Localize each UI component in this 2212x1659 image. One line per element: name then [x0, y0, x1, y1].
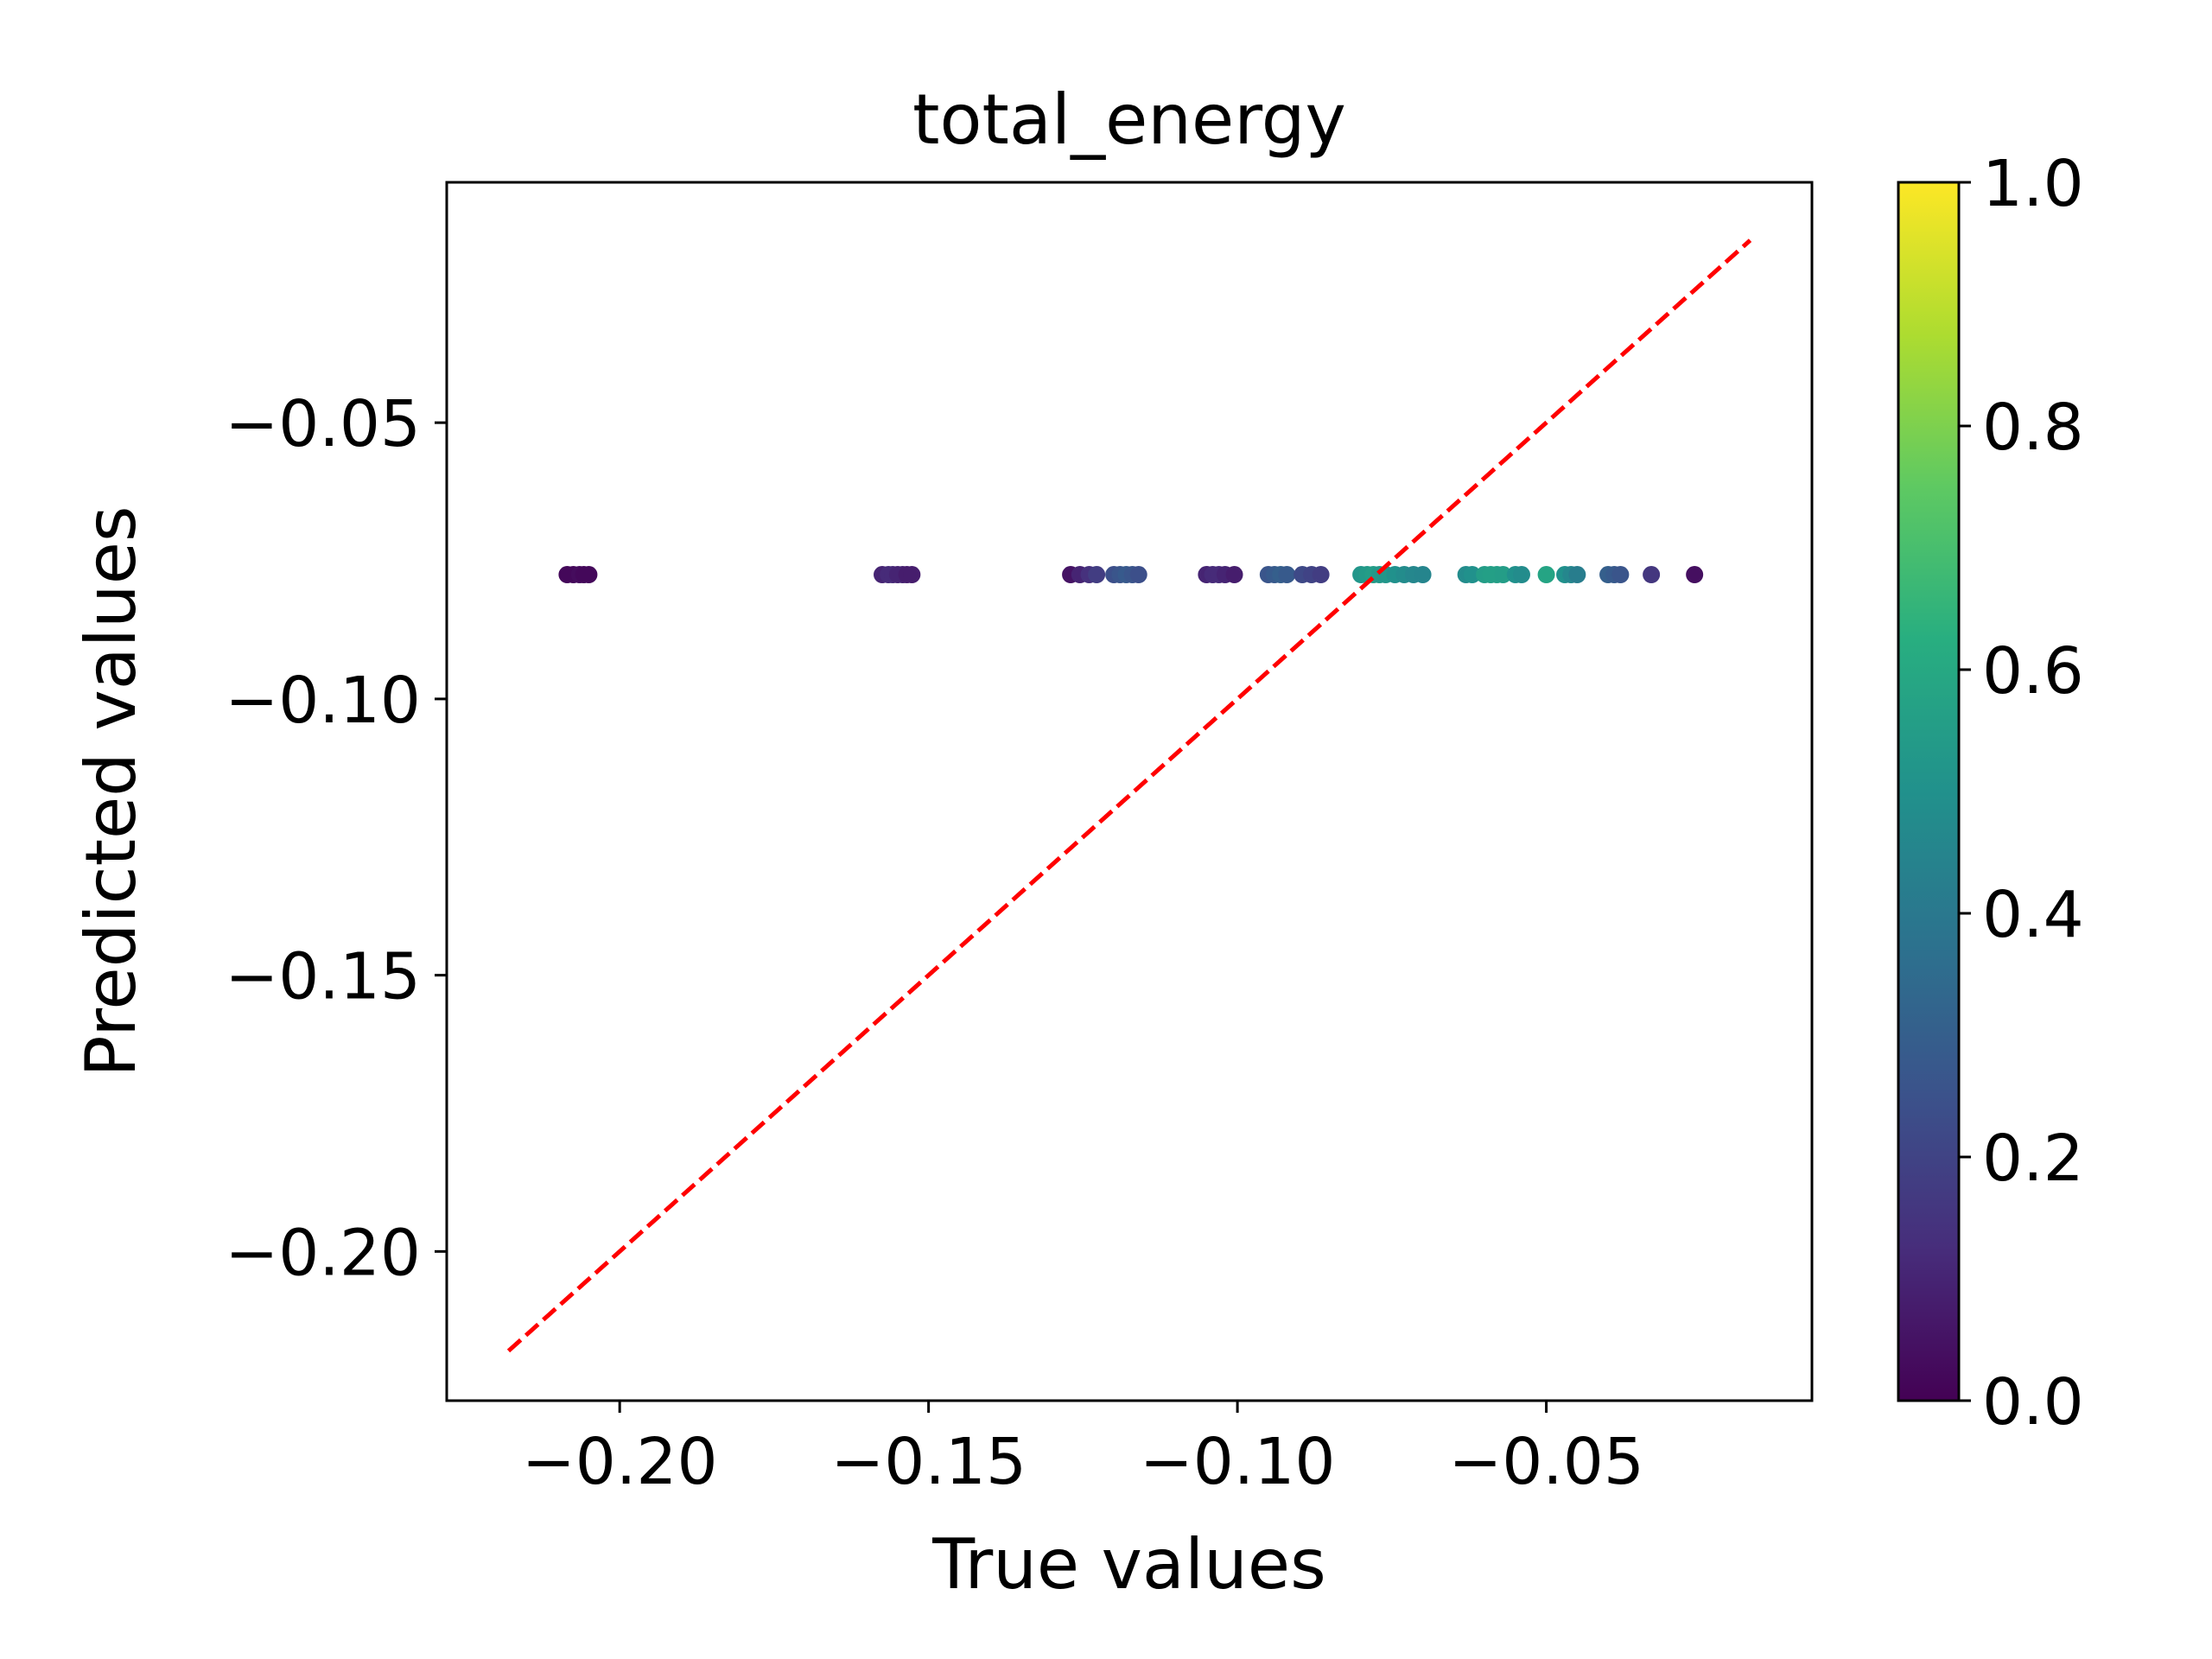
colorbar-tick-label: 0.0 [1982, 1365, 2084, 1440]
x-axis-ticks: −0.20 −0.15 −0.10 −0.05 [522, 1401, 1644, 1499]
data-point [1494, 566, 1512, 584]
data-point [1512, 566, 1530, 584]
data-point [1686, 566, 1704, 584]
data-point [1568, 566, 1586, 584]
y-axis-ticks: −0.05 −0.10 −0.15 −0.20 [225, 387, 447, 1290]
data-point [1129, 566, 1147, 584]
x-tick-label: −0.05 [1448, 1425, 1644, 1499]
y-tick-label: −0.20 [225, 1216, 421, 1290]
data-point [1537, 566, 1555, 584]
y-axis-label: Predicted values [71, 505, 151, 1077]
data-point [1643, 566, 1661, 584]
data-point [1225, 566, 1243, 584]
data-point [1463, 566, 1481, 584]
colorbar-tick-label: 0.6 [1982, 634, 2084, 709]
plot-area-frame [445, 181, 1814, 1402]
data-point [903, 566, 921, 584]
data-point [1278, 566, 1296, 584]
data-point [580, 566, 598, 584]
x-tick-label: −0.15 [830, 1425, 1027, 1499]
data-point [1414, 566, 1432, 584]
chart-title: total_energy [912, 79, 1346, 160]
x-tick-label: −0.20 [522, 1425, 718, 1499]
colorbar-tick-label: 1.0 [1982, 147, 2084, 221]
colorbar-tick-label: 0.2 [1982, 1122, 2084, 1196]
data-point [1088, 566, 1106, 584]
y-tick-label: −0.05 [225, 387, 421, 461]
scatter-points [558, 566, 1704, 584]
colorbar [1897, 181, 1961, 1402]
reference-line-y-equals-x [506, 238, 1752, 1353]
y-tick-label: −0.15 [225, 940, 421, 1014]
data-point [1312, 566, 1330, 584]
data-point [1611, 566, 1630, 584]
x-axis-label: True values [931, 1524, 1326, 1605]
colorbar-ticks: 0.0 0.2 0.4 0.6 0.8 1.0 [1959, 147, 2084, 1440]
y-tick-label: −0.10 [225, 664, 421, 738]
x-tick-label: −0.10 [1140, 1425, 1336, 1499]
colorbar-tick-label: 0.4 [1982, 878, 2084, 952]
colorbar-tick-label: 0.8 [1982, 391, 2084, 465]
